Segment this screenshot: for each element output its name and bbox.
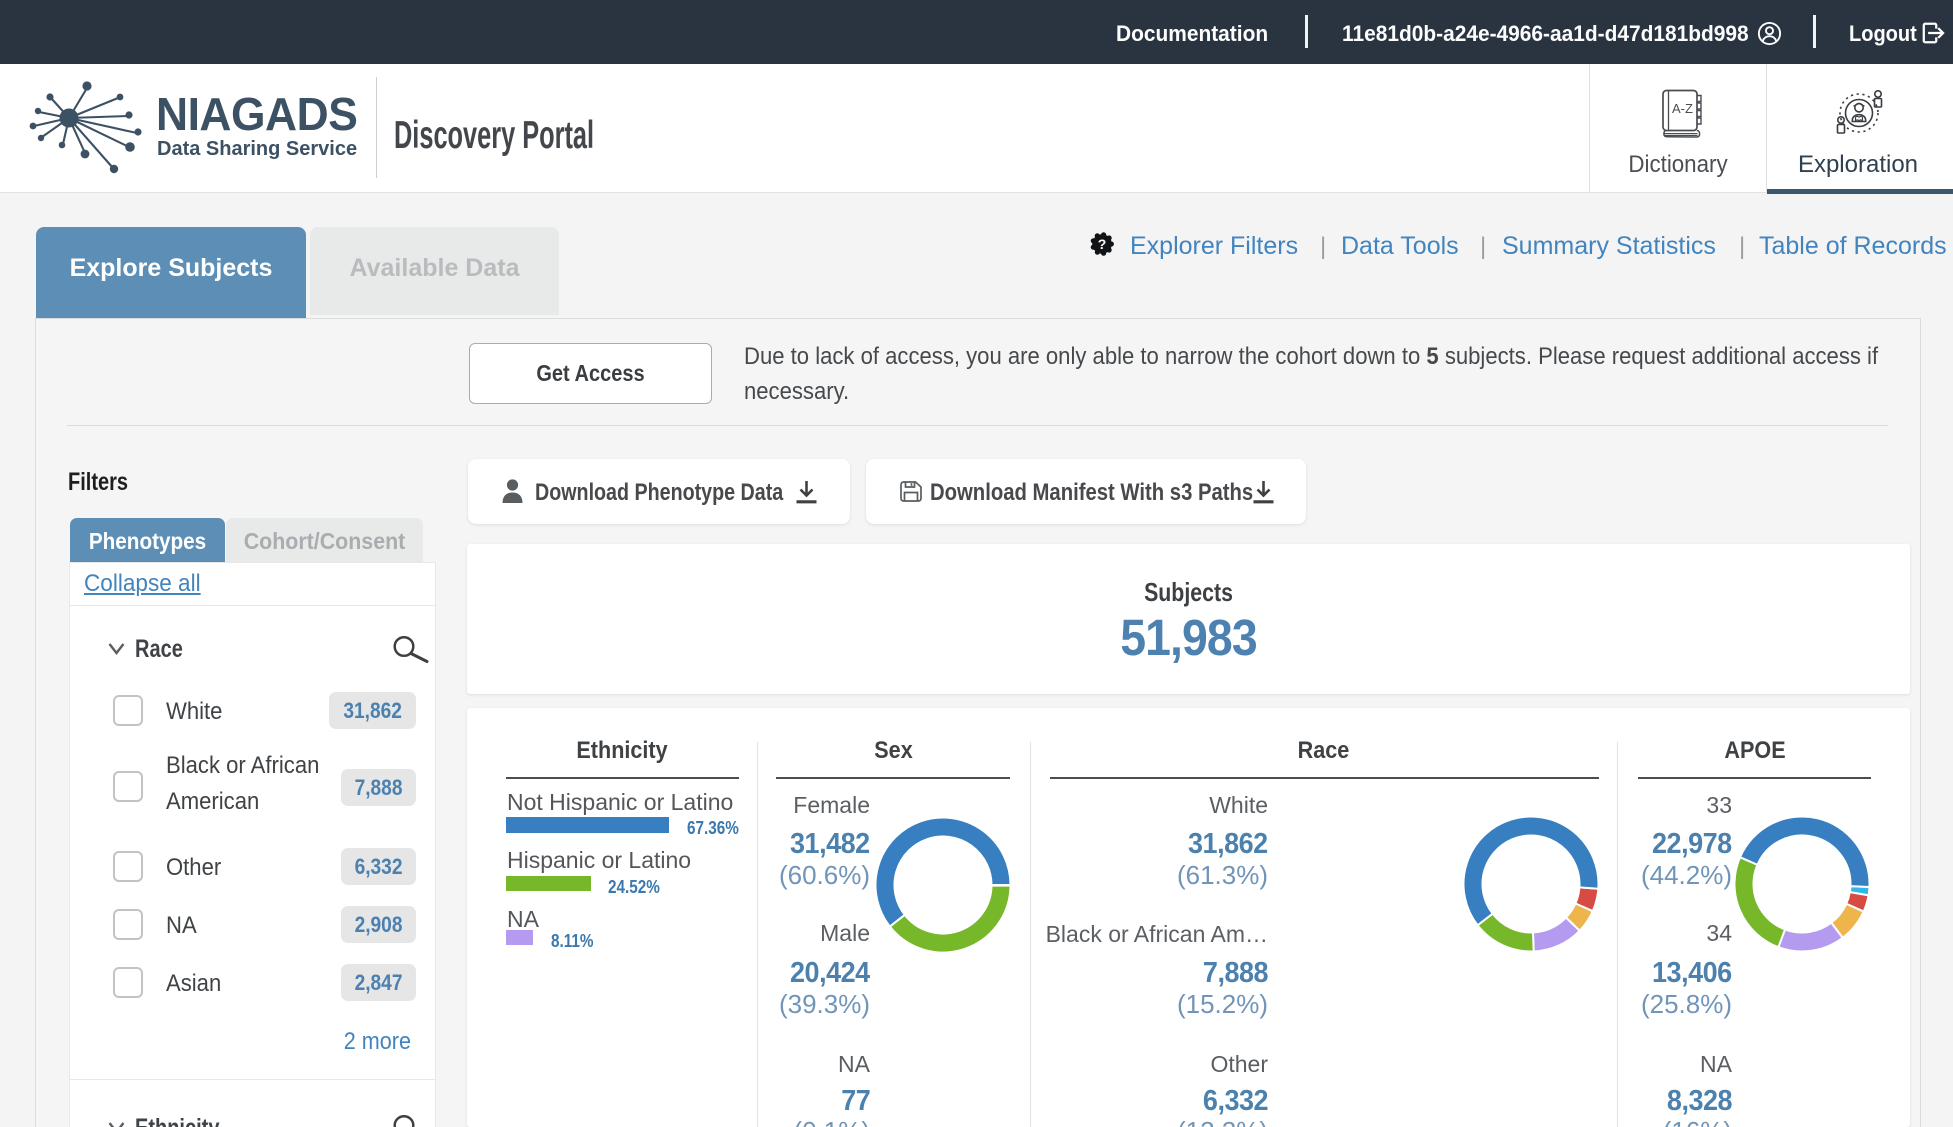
svg-text:?: ?	[1098, 236, 1107, 252]
svg-text:A-Z: A-Z	[1672, 101, 1693, 116]
